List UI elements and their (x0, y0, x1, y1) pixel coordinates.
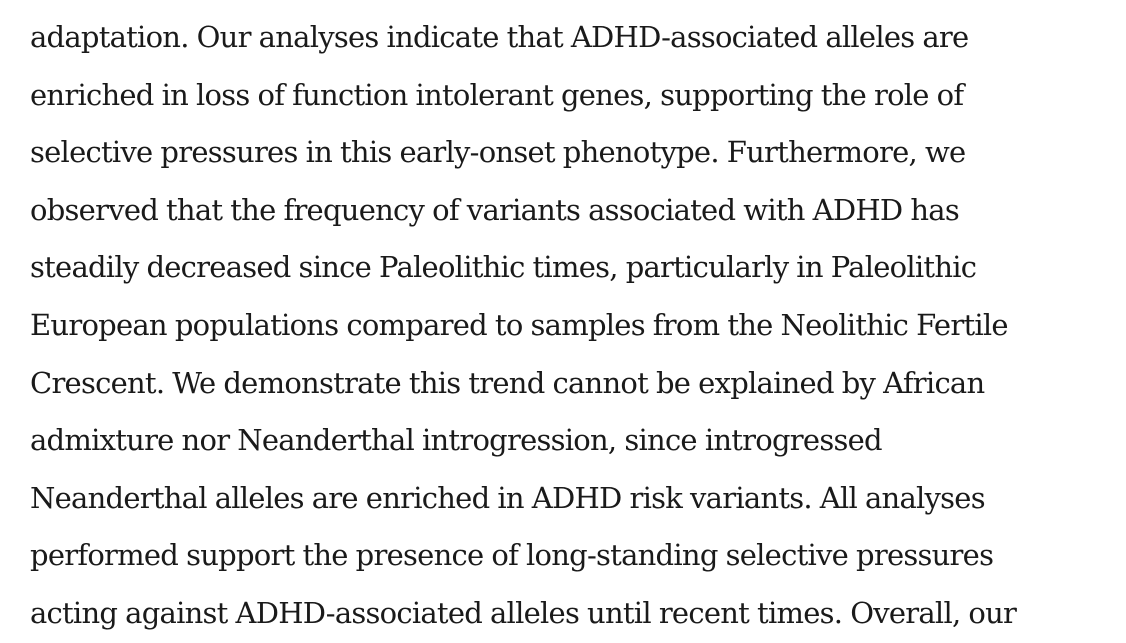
text-line: selective pressures in this early-onset … (30, 135, 966, 170)
text-line: steadily decreased since Paleolithic tim… (30, 250, 977, 285)
abstract-text-block: adaptation. Our analyses indicate that A… (30, 9, 1120, 643)
text-line: admixture nor Neanderthal introgression,… (30, 423, 883, 458)
text-line: Crescent. We demonstrate this trend cann… (30, 365, 985, 400)
text-line: performed support the presence of long-s… (30, 538, 994, 573)
text-line: enriched in loss of function intolerant … (30, 77, 964, 112)
text-line: European populations compared to samples… (30, 307, 1009, 342)
text-line: acting against ADHD-associated alleles u… (30, 595, 1017, 630)
text-line: observed that the frequency of variants … (30, 192, 960, 227)
text-line: Neanderthal alleles are enriched in ADHD… (30, 480, 986, 515)
text-line: adaptation. Our analyses indicate that A… (30, 20, 969, 54)
